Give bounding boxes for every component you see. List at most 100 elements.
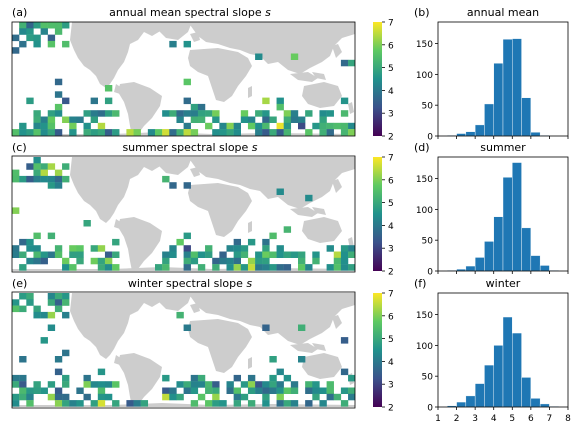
map-cell <box>305 194 313 202</box>
map-cell <box>19 305 27 313</box>
map-cell <box>47 299 56 306</box>
map-cell <box>283 122 292 130</box>
map-cell <box>233 387 241 394</box>
map-cell <box>26 163 34 170</box>
map-cell <box>262 110 270 117</box>
map-cell <box>97 110 106 117</box>
hist-bar <box>512 162 522 272</box>
map-cell <box>255 122 263 130</box>
map-cell <box>276 387 284 394</box>
map-cell <box>112 381 120 388</box>
hist-title-d: summer <box>480 141 526 154</box>
map-cell <box>197 116 206 123</box>
map-cell <box>19 122 27 130</box>
map-cell <box>233 251 241 258</box>
map-cell <box>169 40 177 48</box>
hist-bar <box>512 38 522 137</box>
map-cell <box>312 251 320 258</box>
map-cell <box>12 207 20 214</box>
map-cell <box>312 381 320 388</box>
map-cell <box>240 393 249 401</box>
map-cell <box>62 257 70 265</box>
panel-label-c: (c) <box>12 141 27 154</box>
map-cell <box>26 293 34 300</box>
map-cell <box>326 122 334 130</box>
y-tick-label: 150 <box>416 175 433 185</box>
map-cell <box>62 381 70 388</box>
map-cell <box>183 381 191 388</box>
map-cell <box>33 305 41 313</box>
map-cell <box>190 251 199 258</box>
map-cell <box>26 97 34 105</box>
map-cell <box>340 257 349 265</box>
map-cell <box>269 356 277 363</box>
map-cell <box>276 129 284 136</box>
hist-bar <box>465 395 476 408</box>
map-cell <box>319 116 327 123</box>
map-cell <box>340 400 349 407</box>
map-cell <box>290 387 299 394</box>
map-cell <box>176 129 184 136</box>
map-cell <box>233 400 241 407</box>
map-cell <box>212 257 220 265</box>
map-cell <box>140 400 149 407</box>
map-cell <box>47 311 56 319</box>
map-cell <box>183 97 191 105</box>
map-cell <box>104 264 113 271</box>
map-cell <box>47 381 56 388</box>
map-cell <box>47 40 56 48</box>
map-cell <box>19 356 27 363</box>
map-cell <box>169 251 177 258</box>
map-cell <box>112 400 120 407</box>
map-cell <box>298 122 306 130</box>
map-cell <box>54 368 63 376</box>
map-cell <box>183 110 191 117</box>
map-cell <box>240 251 249 258</box>
map-c <box>12 156 355 272</box>
map-cell <box>226 381 234 388</box>
map-cell <box>97 393 106 401</box>
y-tick-label: 0 <box>427 404 433 414</box>
hist-bar <box>502 39 513 137</box>
map-cell <box>147 129 156 136</box>
map-cell <box>133 129 141 136</box>
map-cell <box>262 257 270 265</box>
map-cell <box>12 47 20 54</box>
hist-bar <box>493 345 504 408</box>
map-cell <box>162 257 170 265</box>
map-cell <box>348 122 355 130</box>
map-cell <box>183 122 191 130</box>
map-cell <box>205 251 213 258</box>
map-cell <box>40 337 48 344</box>
colorbar-tick-label: 4 <box>388 222 394 232</box>
map-cell <box>305 264 313 271</box>
map-cell <box>233 393 241 401</box>
map-title-c: summer spectral slope s <box>122 141 257 154</box>
map-cell <box>76 251 84 258</box>
map-cell <box>276 264 284 271</box>
map-cell <box>97 122 106 130</box>
map-cell <box>276 368 284 376</box>
map-cell <box>219 251 227 258</box>
map-cell <box>190 116 199 123</box>
map-cell <box>197 264 206 271</box>
map-cell <box>219 129 227 136</box>
map-cell <box>47 163 56 170</box>
map-cell <box>176 116 184 123</box>
map-cell <box>33 232 41 240</box>
map-cell <box>240 381 249 388</box>
panel-f: (f) winter 0 50 100 150 1 2 3 4 5 6 7 8 <box>414 277 571 424</box>
map-cell <box>326 381 334 388</box>
colorbar-tick-label: 5 <box>388 335 394 345</box>
map-cell <box>212 110 220 117</box>
map-cell <box>176 110 184 117</box>
map-cell <box>197 103 206 111</box>
map-cell <box>262 264 270 271</box>
map-cell <box>40 251 48 258</box>
map-cell <box>83 122 91 130</box>
map-cell <box>26 129 34 136</box>
map-cell <box>212 264 220 271</box>
map-cell <box>47 34 56 42</box>
map-cell <box>312 387 320 394</box>
map-cell <box>104 85 113 92</box>
